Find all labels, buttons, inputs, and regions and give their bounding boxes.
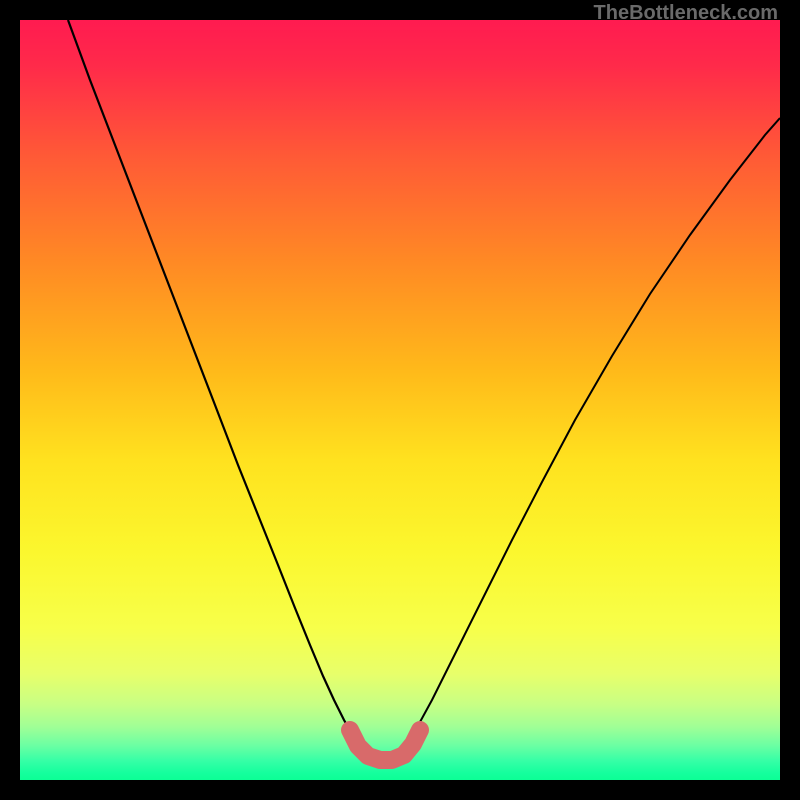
watermark-text: TheBottleneck.com bbox=[594, 2, 778, 25]
curve-layer bbox=[20, 20, 780, 780]
right-arm-curve bbox=[412, 118, 780, 734]
left-arm-curve bbox=[68, 20, 352, 734]
plot-area bbox=[20, 20, 780, 780]
valley-highlight bbox=[350, 730, 420, 760]
